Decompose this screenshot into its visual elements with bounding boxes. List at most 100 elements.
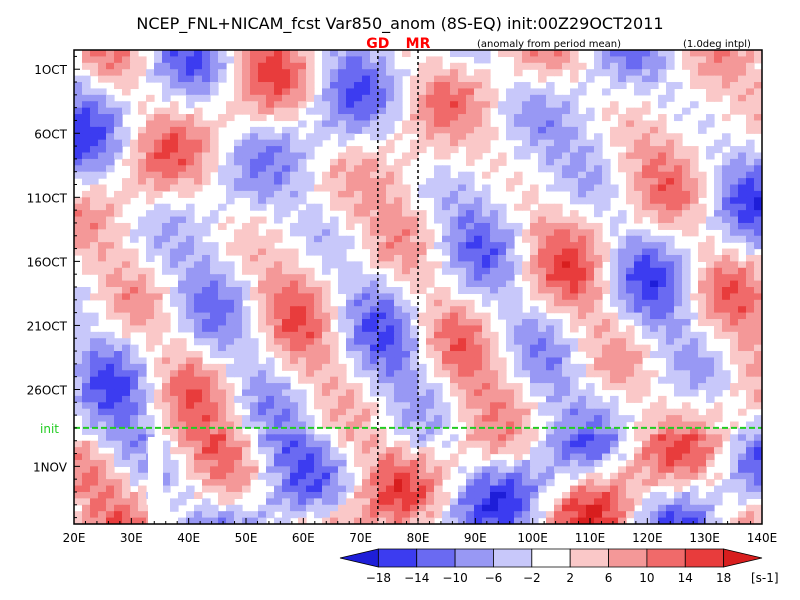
field-cell bbox=[362, 107, 371, 115]
field-cell bbox=[482, 440, 491, 448]
field-cell bbox=[370, 114, 379, 122]
field-cell bbox=[482, 299, 491, 307]
field-cell bbox=[410, 351, 419, 359]
field-cell bbox=[674, 267, 683, 275]
field-cell bbox=[306, 351, 315, 359]
field-cell bbox=[74, 370, 83, 378]
field-cell bbox=[466, 126, 475, 134]
field-cell bbox=[650, 453, 659, 461]
field-cell bbox=[442, 472, 451, 480]
field-cell bbox=[170, 120, 179, 128]
field-cell bbox=[306, 229, 315, 237]
field-cell bbox=[474, 107, 483, 115]
field-cell bbox=[234, 75, 243, 83]
field-cell bbox=[578, 498, 587, 506]
field-cell bbox=[466, 190, 475, 198]
field-cell bbox=[202, 146, 211, 154]
field-cell bbox=[722, 261, 731, 269]
field-cell bbox=[346, 69, 355, 77]
field-cell bbox=[682, 319, 691, 327]
field-cell bbox=[514, 56, 523, 64]
field-cell bbox=[178, 82, 187, 90]
field-cell bbox=[522, 114, 531, 122]
field-cell bbox=[274, 235, 283, 243]
field-cell bbox=[538, 472, 547, 480]
field-cell bbox=[354, 267, 363, 275]
field-cell bbox=[482, 75, 491, 83]
field-cell bbox=[690, 389, 699, 397]
field-cell bbox=[106, 152, 115, 160]
field-cell bbox=[186, 434, 195, 442]
field-cell bbox=[210, 274, 219, 282]
field-cell bbox=[330, 229, 339, 237]
field-cell bbox=[706, 357, 715, 365]
field-cell bbox=[258, 306, 267, 314]
field-cell bbox=[386, 62, 395, 70]
field-cell bbox=[634, 472, 643, 480]
field-cell bbox=[634, 229, 643, 237]
field-cell bbox=[642, 427, 651, 435]
field-cell bbox=[530, 319, 539, 327]
field-cell bbox=[90, 235, 99, 243]
field-cell bbox=[594, 472, 603, 480]
field-cell bbox=[514, 267, 523, 275]
field-cell bbox=[250, 472, 259, 480]
field-cell bbox=[418, 88, 427, 96]
field-cell bbox=[714, 50, 723, 58]
field-cell bbox=[538, 453, 547, 461]
field-cell bbox=[258, 267, 267, 275]
field-cell bbox=[74, 459, 83, 467]
field-cell bbox=[82, 325, 91, 333]
field-cell bbox=[218, 312, 227, 320]
field-cell bbox=[226, 363, 235, 371]
field-cell bbox=[338, 126, 347, 134]
field-cell bbox=[578, 254, 587, 262]
field-cell bbox=[154, 107, 163, 115]
field-cell bbox=[330, 178, 339, 186]
field-cell bbox=[146, 312, 155, 320]
field-cell bbox=[202, 299, 211, 307]
field-cell bbox=[562, 415, 571, 423]
field-cell bbox=[650, 287, 659, 295]
field-cell bbox=[250, 203, 259, 211]
field-cell bbox=[626, 248, 635, 256]
field-cell bbox=[586, 485, 595, 493]
field-cell bbox=[410, 242, 419, 250]
field-cell bbox=[434, 485, 443, 493]
field-cell bbox=[114, 267, 123, 275]
field-cell bbox=[282, 440, 291, 448]
field-cell bbox=[538, 280, 547, 288]
field-cell bbox=[274, 88, 283, 96]
field-cell bbox=[250, 293, 259, 301]
field-cell bbox=[386, 485, 395, 493]
field-cell bbox=[258, 287, 267, 295]
field-cell bbox=[530, 139, 539, 147]
field-cell bbox=[266, 287, 275, 295]
field-cell bbox=[570, 94, 579, 102]
field-cell bbox=[674, 466, 683, 474]
field-cell bbox=[706, 88, 715, 96]
field-cell bbox=[306, 88, 315, 96]
field-cell bbox=[490, 280, 499, 288]
field-cell bbox=[738, 485, 747, 493]
field-cell bbox=[346, 408, 355, 416]
field-cell bbox=[546, 479, 555, 487]
field-cell bbox=[314, 101, 323, 109]
field-cell bbox=[138, 370, 147, 378]
field-cell bbox=[82, 402, 91, 410]
field-cell bbox=[554, 210, 563, 218]
field-cell bbox=[434, 415, 443, 423]
field-cell bbox=[210, 434, 219, 442]
field-cell bbox=[754, 485, 762, 493]
field-cell bbox=[634, 293, 643, 301]
field-cell bbox=[458, 107, 467, 115]
field-cell bbox=[666, 415, 675, 423]
field-cell bbox=[338, 82, 347, 90]
field-cell bbox=[594, 351, 603, 359]
field-cell bbox=[554, 133, 563, 141]
field-cell bbox=[610, 293, 619, 301]
field-cell bbox=[130, 389, 139, 397]
field-cell bbox=[362, 479, 371, 487]
field-cell bbox=[610, 222, 619, 230]
field-cell bbox=[242, 383, 251, 391]
